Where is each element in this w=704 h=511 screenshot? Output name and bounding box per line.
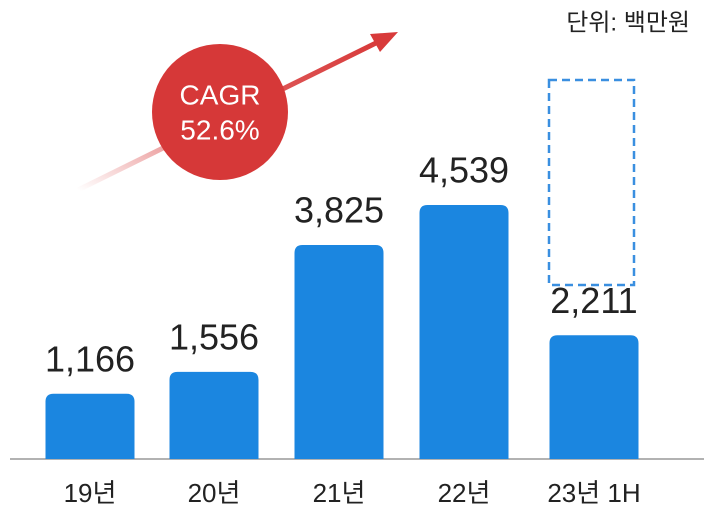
arrow-head xyxy=(370,32,398,52)
value-label: 1,556 xyxy=(169,316,259,357)
bar xyxy=(169,371,259,459)
bar xyxy=(549,335,639,459)
bar xyxy=(45,393,135,459)
x-tick-label: 21년 xyxy=(313,478,366,508)
value-label: 1,166 xyxy=(45,338,135,379)
unit-label: 단위: 백만원 xyxy=(566,9,690,36)
dashed-box xyxy=(547,78,636,287)
bar xyxy=(419,205,509,459)
x-tick-label: 20년 xyxy=(188,478,241,508)
value-label: 3,825 xyxy=(294,189,384,230)
value-label: 2,211 xyxy=(550,280,637,321)
x-tick-label: 19년 xyxy=(64,478,117,508)
cagr-label: CAGR xyxy=(180,79,261,110)
bar xyxy=(294,244,384,459)
x-tick-label: 23년 1H xyxy=(547,478,640,508)
cagr-value: 52.6% xyxy=(180,114,259,145)
cagr-badge xyxy=(152,44,288,180)
value-label: 4,539 xyxy=(419,150,509,191)
x-tick-label: 22년 xyxy=(438,478,491,508)
